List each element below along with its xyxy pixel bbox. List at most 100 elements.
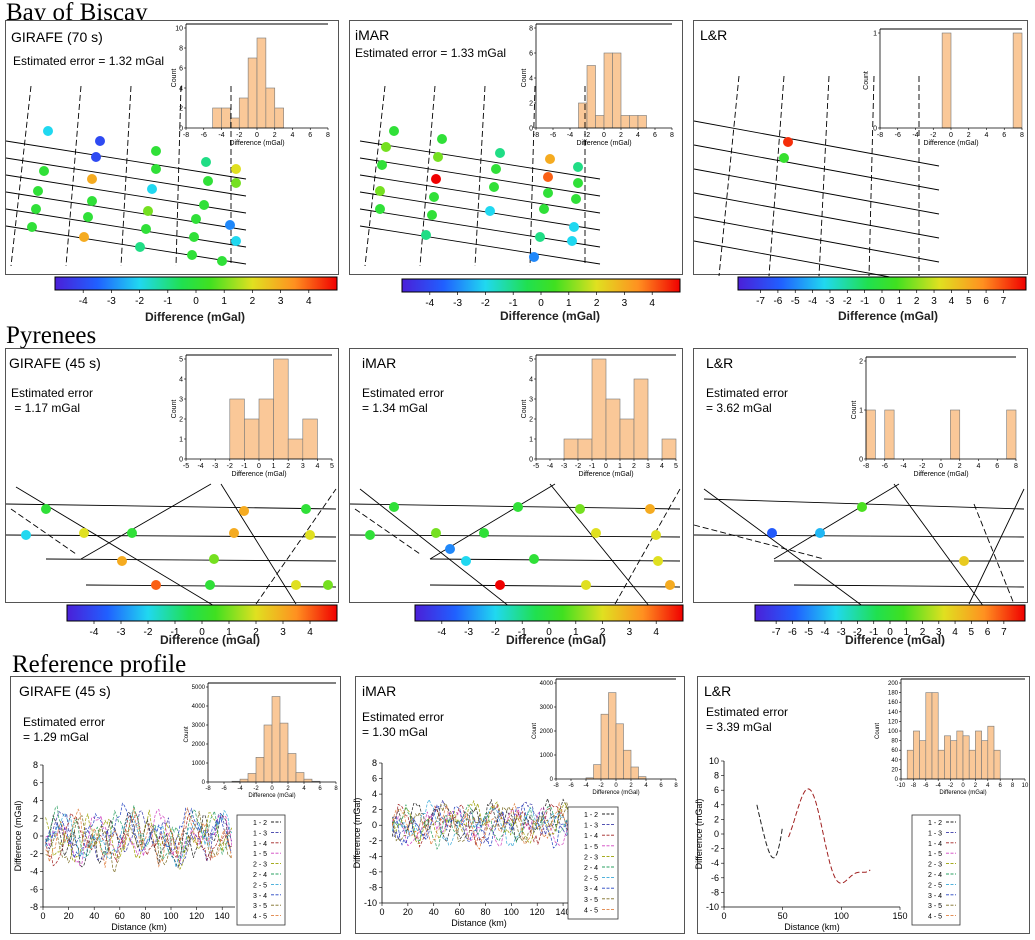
crossover-dot [665, 580, 675, 590]
legend-label: 1 - 5 [928, 851, 942, 858]
hist-bar [968, 749, 976, 780]
x-tick-label: 4 [644, 783, 648, 789]
x-tick-label: -2 [236, 132, 242, 139]
profile-line [756, 804, 783, 859]
x-tick-label: 4 [291, 132, 295, 139]
track-line [768, 75, 785, 277]
colorbar-tick-label: -1 [518, 627, 527, 638]
map-and-histogram-b3: -8 -6 -4 -2 0 2 4 6 8 0 1 Difference (mGal) Count [693, 28, 1024, 287]
x-tick-label: 60 [115, 911, 125, 921]
hist-bar [956, 730, 964, 780]
colorbar-tick-label: -4 [808, 296, 817, 307]
crossover-dot [389, 126, 399, 136]
x-tick-label: 120 [530, 907, 545, 917]
y-tick-label: 0 [33, 831, 38, 841]
hist-bar [221, 107, 231, 129]
track-line [703, 488, 865, 608]
hist-bar [256, 37, 267, 129]
colorbar-gradient [54, 276, 338, 291]
x-tick-label: -2 [598, 783, 604, 789]
x-tick-label: 60 [455, 907, 465, 917]
y-tick-label: -4 [369, 851, 377, 861]
y-tick-label: 2 [529, 100, 533, 107]
colorbar-tick-label: 4 [952, 627, 958, 638]
x-tick-label: 5 [330, 463, 334, 470]
crossover-dot [41, 504, 51, 514]
track-line [359, 140, 601, 180]
y-tick-label: 0 [859, 456, 863, 463]
y-tick-label: 5000 [192, 685, 206, 691]
hist-bar [950, 409, 961, 460]
y-tick-label: 3000 [192, 723, 206, 729]
legend-label: 4 - 5 [928, 914, 942, 921]
legend-label: 3 - 4 [584, 886, 598, 893]
panel-pyrenees-lr: L&R Estimated error = 3.62 mGal -8 -6 -4 -2… [693, 348, 1028, 608]
x-tick-label: -8 [533, 132, 539, 139]
crossover-dot [645, 504, 655, 514]
legend-label: 2 - 5 [928, 882, 942, 889]
hist-bar [913, 730, 920, 780]
legend-label: 2 - 4 [928, 872, 942, 879]
crossover-dot [79, 528, 89, 538]
crossover-dot [573, 162, 583, 172]
y-tick-label: 5 [179, 356, 183, 363]
crossover-dot [433, 152, 443, 162]
colorbar-tick-label: -3 [107, 296, 116, 307]
x-tick-label: 80 [140, 911, 150, 921]
colorbar-tick-label: 3 [936, 627, 942, 638]
crossover-dot [421, 230, 431, 240]
track-line [693, 168, 940, 215]
crossover-dot [461, 556, 471, 566]
crossover-dot [27, 222, 37, 232]
hist-bar [630, 766, 639, 780]
track-line [80, 483, 212, 560]
crossover-dot [291, 580, 301, 590]
y-tick-label: 3 [179, 396, 183, 403]
x-tick-label: -2 [930, 132, 936, 139]
crossover-dot [229, 528, 239, 538]
colorbar-tick-label: 4 [653, 627, 659, 638]
colorbar-tick-label: 5 [966, 296, 972, 307]
track-line [818, 75, 830, 277]
profile-line [45, 807, 233, 868]
hist-bar [595, 115, 605, 129]
colorbar-gradient [414, 604, 684, 622]
x-tick-label: 8 [326, 132, 330, 139]
x-tick-label: 2 [286, 786, 290, 792]
hist-bar [287, 438, 304, 460]
legend-label: 3 - 4 [928, 893, 942, 900]
hist-bar [1012, 32, 1023, 129]
crossover-dot [187, 250, 197, 260]
x-tick-label: -8 [911, 783, 917, 789]
x-tick-label: 2 [632, 463, 636, 470]
track-line [693, 524, 825, 560]
colorbar-p2: -4 -3 -2 -1 0 1 2 3 4 [414, 604, 684, 638]
x-tick-label: -4 [547, 463, 553, 470]
crossover-dot [135, 242, 145, 252]
x-tick-label: -2 [584, 132, 590, 139]
y-tick-label: -2 [369, 836, 377, 846]
colorbar-tick-label: -7 [756, 296, 765, 307]
crossover-dot [95, 136, 105, 146]
colorbar-tick-label: -1 [869, 627, 878, 638]
legend-label: 3 - 5 [253, 903, 267, 910]
y-tick-label: -2 [711, 844, 719, 854]
crossover-dot [495, 148, 505, 158]
legend-label: 1 - 4 [584, 833, 598, 840]
hist-bar [303, 778, 313, 783]
crossover-dot [571, 194, 581, 204]
x-tick-label: 0 [602, 132, 606, 139]
hist-bar [941, 32, 952, 129]
crossover-dot [431, 174, 441, 184]
crossover-dot [127, 528, 137, 538]
hist-bar [944, 735, 951, 780]
x-tick-label: 10 [1022, 783, 1029, 789]
x-tick-label: 0 [255, 132, 259, 139]
track-line [175, 85, 182, 267]
hist-bar [279, 722, 289, 783]
x-tick-label: -3 [212, 463, 218, 470]
crossover-dot [79, 232, 89, 242]
x-tick-label: 8 [674, 783, 678, 789]
crossover-dot [529, 554, 539, 564]
crossover-dot [581, 580, 591, 590]
